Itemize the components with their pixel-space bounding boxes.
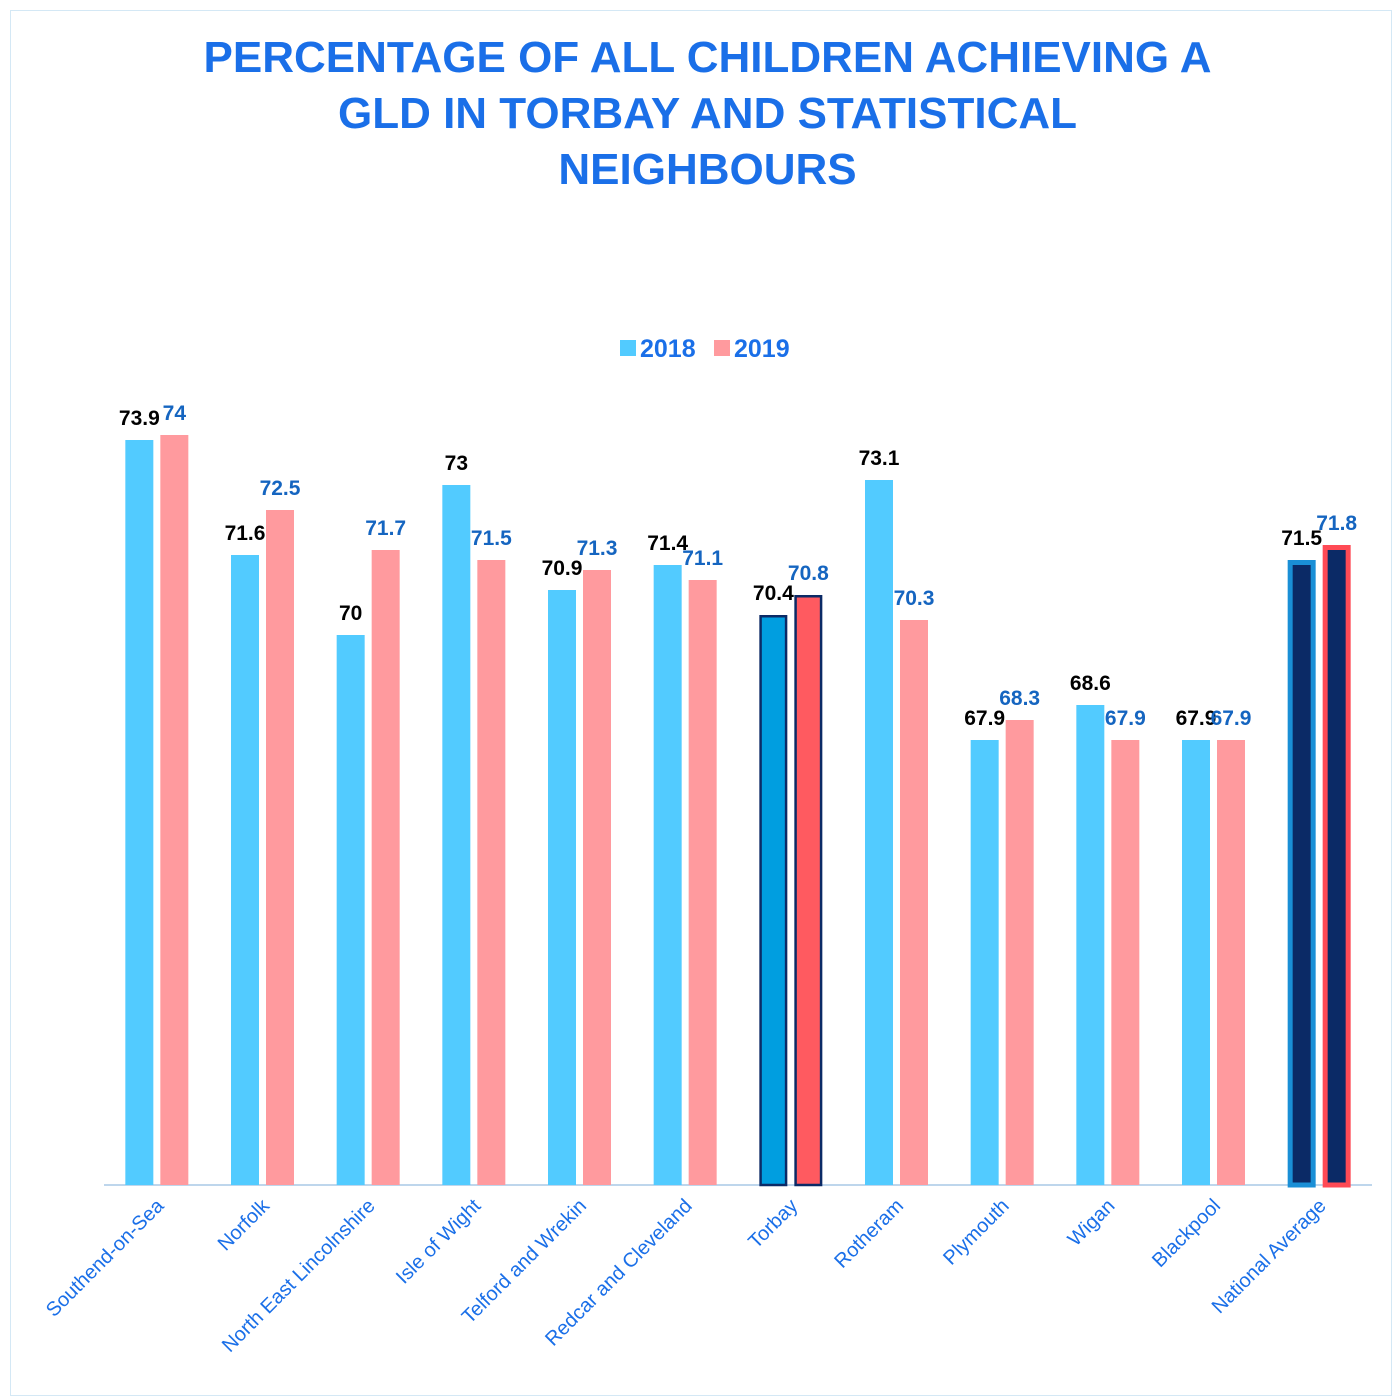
bar-2018-norfolk (231, 555, 259, 1185)
value-label: 71.1 (682, 547, 723, 570)
bar-2019-redcar-and-cleveland (688, 580, 717, 1185)
value-label: 70.4 (753, 582, 794, 605)
value-label: 67.9 (1211, 707, 1252, 730)
value-label: 70.9 (542, 557, 583, 580)
bar-2019-north-east-lincolnshire (371, 550, 400, 1185)
bar-2019-national-average (1322, 545, 1351, 1188)
category-label: Isle of Wight (392, 1195, 486, 1289)
legend-label-2019: 2019 (734, 335, 790, 363)
bar-2019-telford-and-wrekin (583, 570, 611, 1185)
bar-2018-isle-of-wight (442, 485, 471, 1185)
value-label: 73 (445, 452, 468, 475)
bar-2019-norfolk (266, 510, 294, 1185)
category-label: Rotheram (830, 1195, 908, 1273)
value-label: 70.8 (788, 562, 829, 585)
value-label: 70 (339, 602, 362, 625)
bar-2018-wigan (1076, 705, 1105, 1185)
value-label: 71.4 (647, 532, 688, 555)
value-label: 71.6 (225, 522, 266, 545)
title-line-2: GLD IN TORBAY AND STATISTICAL (337, 89, 1078, 138)
category-label: Plymouth (939, 1195, 1014, 1270)
value-label: 73.1 (859, 447, 900, 470)
chart-title: PERCENTAGE OF ALL CHILDREN ACHIEVING A G… (120, 30, 1295, 198)
bar-2018-southend-on-sea (125, 440, 154, 1185)
category-label: National Average (1208, 1195, 1331, 1318)
category-label: Norfolk (214, 1194, 275, 1255)
legend-swatch-2019 (714, 340, 730, 356)
value-label: 71.5 (471, 527, 512, 550)
bar-2019-blackpool (1217, 740, 1245, 1185)
category-label: Southend-on-Sea (42, 1194, 169, 1321)
bar-2018-rotheram (865, 480, 893, 1185)
bar-2018-national-average (1287, 560, 1316, 1188)
legend-swatch-2018 (620, 340, 636, 356)
bar-2019-wigan (1111, 740, 1140, 1185)
bar-2019-torbay (794, 595, 823, 1187)
value-label: 67.9 (964, 707, 1005, 730)
value-label: 68.6 (1070, 672, 1111, 695)
value-label: 71.5 (1281, 527, 1322, 550)
title-line-3: NEIGHBOURS (558, 145, 857, 194)
title-line-1: PERCENTAGE OF ALL CHILDREN ACHIEVING A (203, 33, 1212, 82)
bar-2018-plymouth (970, 740, 999, 1185)
category-label: Torbay (744, 1195, 802, 1253)
value-label: 70.3 (894, 587, 935, 610)
value-label: 72.5 (260, 477, 301, 500)
category-label: Blackpool (1148, 1195, 1225, 1272)
chart-frame (10, 10, 1392, 1396)
bar-2019-rotheram (900, 620, 928, 1185)
bar-2018-redcar-and-cleveland (653, 565, 682, 1185)
value-label: 71.3 (577, 537, 618, 560)
value-label: 71.8 (1316, 512, 1357, 535)
value-label: 67.9 (1176, 707, 1217, 730)
value-label: 67.9 (1105, 707, 1146, 730)
bar-2019-plymouth (1005, 720, 1034, 1185)
bar-2018-north-east-lincolnshire (336, 635, 365, 1185)
bar-2018-blackpool (1182, 740, 1210, 1185)
value-label: 71.7 (365, 517, 406, 540)
bar-2019-isle-of-wight (477, 560, 506, 1185)
value-label: 74 (163, 402, 187, 425)
category-label: Wigan (1064, 1195, 1120, 1251)
bar-2019-southend-on-sea (160, 435, 189, 1185)
bar-2018-torbay (759, 615, 788, 1187)
bar-2018-telford-and-wrekin (548, 590, 576, 1185)
legend-label-2018: 2018 (640, 335, 696, 363)
value-label: 73.9 (119, 407, 160, 430)
value-label: 68.3 (999, 687, 1040, 710)
